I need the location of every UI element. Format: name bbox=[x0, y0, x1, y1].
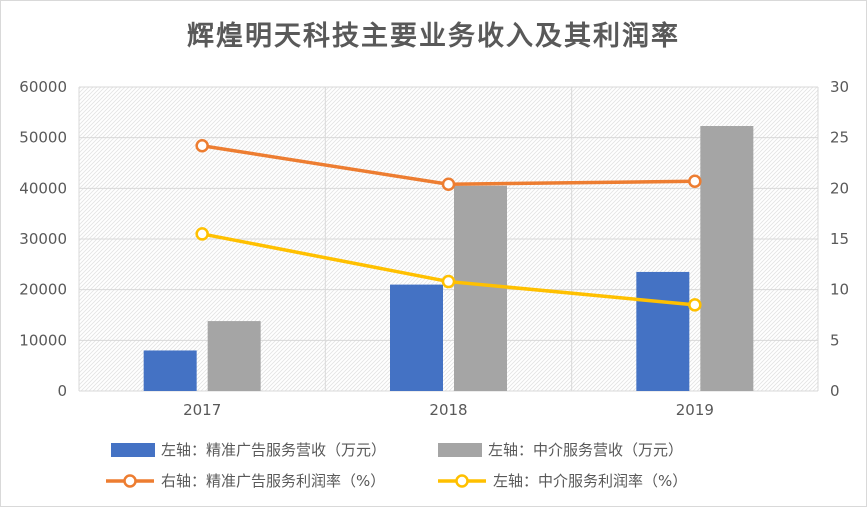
x-tick-label: 2019 bbox=[676, 401, 714, 419]
gridlines bbox=[78, 86, 819, 392]
left-tick-label: 0 bbox=[57, 382, 67, 400]
legend-label: 左轴：精准广告服务营收（万元） bbox=[161, 441, 386, 459]
right-axis: 0 5 10 15 20 25 30 bbox=[830, 78, 849, 400]
legend-marker bbox=[123, 474, 137, 488]
left-tick-label: 50000 bbox=[19, 129, 67, 147]
left-tick-label: 60000 bbox=[19, 78, 67, 96]
chart-title: 辉煌明天科技主要业务收入及其利润率 bbox=[187, 21, 680, 52]
right-tick-label: 25 bbox=[830, 129, 849, 147]
bar bbox=[454, 185, 507, 391]
left-tick-label: 20000 bbox=[19, 281, 67, 299]
line-point bbox=[195, 139, 209, 153]
bar bbox=[207, 321, 261, 391]
left-tick-label: 30000 bbox=[19, 230, 67, 248]
right-tick-label: 0 bbox=[830, 382, 840, 400]
line-point bbox=[441, 177, 456, 192]
x-tick-label: 2017 bbox=[183, 401, 221, 419]
right-tick-label: 5 bbox=[830, 331, 840, 349]
right-tick-label: 30 bbox=[830, 78, 849, 96]
line-point bbox=[688, 174, 702, 188]
line-point bbox=[195, 227, 209, 241]
left-tick-label: 10000 bbox=[19, 331, 67, 349]
bar bbox=[700, 126, 754, 391]
legend-swatch bbox=[438, 443, 482, 457]
right-tick-label: 20 bbox=[830, 179, 849, 197]
bars-layer bbox=[143, 126, 754, 391]
left-axis: 0 10000 20000 30000 40000 50000 60000 bbox=[19, 78, 67, 400]
legend-label: 左轴：中介服务营收（万元） bbox=[488, 441, 683, 459]
left-tick-label: 40000 bbox=[19, 179, 67, 197]
bar bbox=[390, 284, 443, 391]
legend-label: 右轴：精准广告服务利润率（%） bbox=[161, 472, 385, 490]
right-tick-label: 15 bbox=[830, 230, 849, 248]
bar bbox=[143, 350, 197, 391]
line-point bbox=[441, 274, 456, 289]
lines-layer bbox=[195, 139, 702, 312]
x-axis: 2017 2018 2019 bbox=[183, 401, 714, 419]
legend-swatch bbox=[111, 443, 155, 457]
bar bbox=[636, 271, 690, 391]
legend-marker bbox=[455, 474, 469, 488]
line-point bbox=[688, 298, 702, 312]
x-tick-label: 2018 bbox=[429, 401, 467, 419]
legend-label: 左轴：中介服务利润率（%） bbox=[493, 472, 687, 490]
legend: 左轴：精准广告服务营收（万元） 左轴：中介服务营收（万元） 右轴：精准广告服务利润率… bbox=[106, 441, 687, 490]
right-tick-label: 10 bbox=[830, 281, 849, 299]
